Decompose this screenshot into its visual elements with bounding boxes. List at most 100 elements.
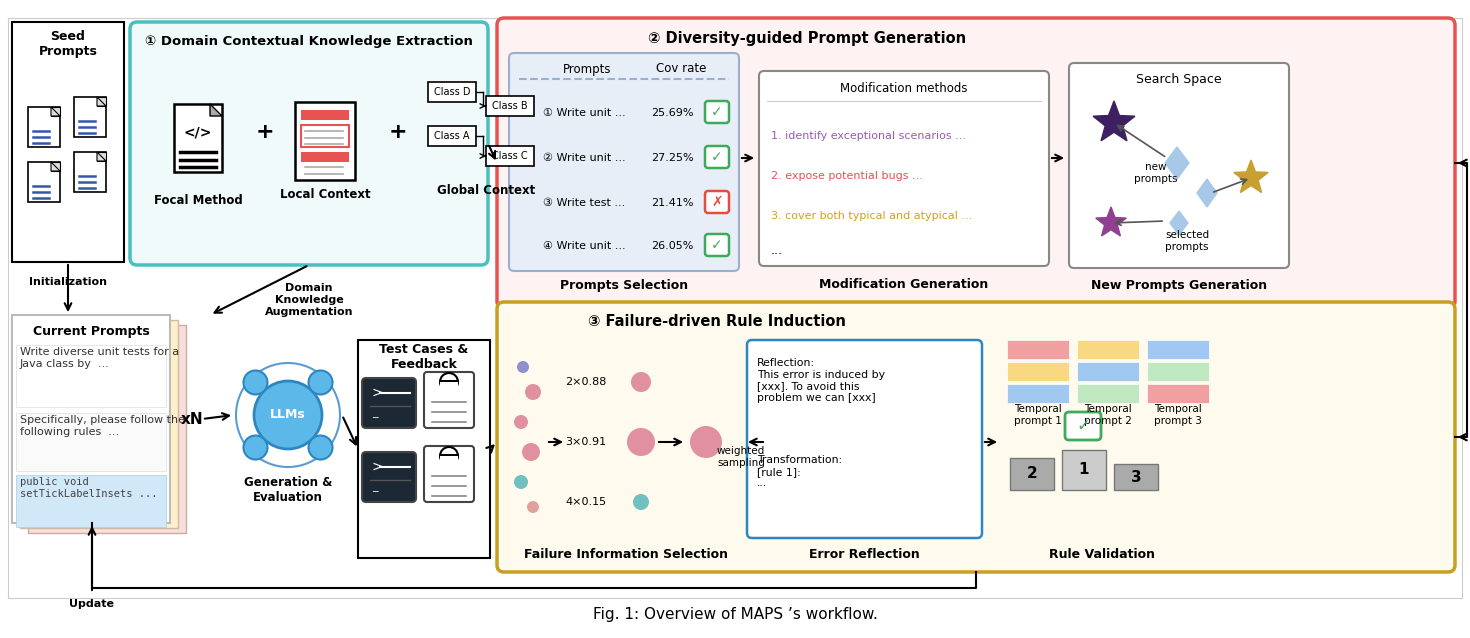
Bar [1078,362,1139,381]
Text: Generation &
Evaluation: Generation & Evaluation [244,476,332,504]
FancyBboxPatch shape [423,446,473,502]
Text: 2. expose potential bugs ...: 2. expose potential bugs ... [770,171,923,181]
Text: _: _ [372,482,378,492]
Text: Test Cases &
Feedback: Test Cases & Feedback [379,343,469,371]
FancyBboxPatch shape [497,18,1455,308]
Text: Focal Method: Focal Method [154,193,243,207]
Bar [74,152,106,192]
Polygon shape [1166,147,1189,179]
Text: </>: </> [184,125,212,139]
Text: weighted
sampling: weighted sampling [717,446,764,468]
Bar [301,110,348,120]
Text: Failure Information Selection: Failure Information Selection [523,547,728,561]
Text: Domain
Knowledge
Augmentation: Domain Knowledge Augmentation [265,283,353,316]
Text: 1. identify exceptional scenarios ...: 1. identify exceptional scenarios ... [770,131,966,141]
Bar [359,340,490,558]
Text: ③ Write test ...: ③ Write test ... [542,198,625,208]
FancyBboxPatch shape [362,452,416,502]
Text: ...: ... [770,244,784,258]
Text: Fig. 1: Overview of MAPS ’s workflow.: Fig. 1: Overview of MAPS ’s workflow. [592,607,878,623]
Bar [28,107,60,147]
Bar [173,104,222,172]
Text: Temporal
prompt 2: Temporal prompt 2 [1083,404,1132,426]
Text: public void
setTickLabelInsets ...: public void setTickLabelInsets ... [21,477,157,499]
Bar [487,96,534,116]
Text: Class C: Class C [492,151,528,161]
Circle shape [689,426,722,458]
Bar [1078,384,1139,403]
Text: ✓: ✓ [711,238,723,252]
Text: 2: 2 [1026,466,1038,482]
Circle shape [528,501,539,513]
Text: Error Reflection: Error Reflection [809,547,920,561]
Bar [1078,340,1139,359]
Text: ✓: ✓ [1076,417,1089,435]
FancyBboxPatch shape [1064,412,1101,440]
Text: Rule Validation: Rule Validation [1050,547,1155,561]
Text: ① Domain Contextual Knowledge Extraction: ① Domain Contextual Knowledge Extraction [146,36,473,48]
Polygon shape [51,162,60,171]
Polygon shape [97,97,106,106]
Text: 3. cover both typical and atypical ...: 3. cover both typical and atypical ... [770,211,972,221]
Text: 2×0.88: 2×0.88 [566,377,607,387]
Bar [28,162,60,202]
Text: Class B: Class B [492,101,528,111]
Circle shape [628,428,656,456]
Circle shape [631,372,651,392]
Text: Current Prompts: Current Prompts [32,325,150,339]
Text: Temporal
prompt 3: Temporal prompt 3 [1154,404,1202,426]
Bar [1114,464,1158,490]
Text: Reflection:
This error is induced by
[xxx]. To avoid this
problem we can [xxx]: Reflection: This error is induced by [xx… [757,358,885,403]
Text: Prompts: Prompts [563,63,612,75]
Text: 25.69%: 25.69% [651,108,694,118]
Text: Search Space: Search Space [1136,73,1222,85]
Polygon shape [51,107,60,116]
Polygon shape [1095,207,1126,236]
Polygon shape [210,104,222,116]
Text: Local Context: Local Context [279,188,370,202]
FancyBboxPatch shape [706,191,729,213]
Bar [441,380,457,392]
Text: 27.25%: 27.25% [651,153,694,163]
Text: >: > [372,386,384,400]
FancyBboxPatch shape [362,378,416,428]
Text: New Prompts Generation: New Prompts Generation [1091,279,1267,292]
Text: ① Write unit ...: ① Write unit ... [542,108,625,118]
FancyBboxPatch shape [759,71,1050,266]
Bar [16,413,166,471]
Bar [1010,458,1054,490]
Text: 1: 1 [1079,463,1089,477]
Text: ③ Failure-driven Rule Induction: ③ Failure-driven Rule Induction [588,315,845,329]
Bar [28,325,187,533]
Polygon shape [97,152,106,161]
Circle shape [244,371,268,394]
Text: Update: Update [69,599,115,609]
Text: xN: xN [181,412,203,426]
Bar [301,152,348,162]
Text: Prompts Selection: Prompts Selection [560,279,688,292]
Text: ✗: ✗ [711,195,723,209]
Circle shape [517,361,529,373]
Text: new
prompts: new prompts [1133,162,1177,184]
Bar [12,315,171,523]
Polygon shape [1233,160,1269,193]
Bar [440,382,459,392]
Circle shape [522,443,539,461]
Bar [428,126,476,146]
Circle shape [634,494,648,510]
Circle shape [244,436,268,459]
FancyBboxPatch shape [747,340,982,538]
Polygon shape [97,152,106,161]
Text: Modification Generation: Modification Generation [819,279,989,292]
Bar [74,97,106,137]
Text: _: _ [372,408,378,418]
FancyBboxPatch shape [1069,63,1289,268]
Circle shape [309,371,332,394]
Text: ② Write unit ...: ② Write unit ... [542,153,625,163]
FancyBboxPatch shape [129,22,488,265]
Bar [12,22,123,262]
Bar [16,345,166,407]
Text: ✓: ✓ [711,105,723,119]
Bar [1007,384,1069,403]
FancyBboxPatch shape [497,302,1455,572]
